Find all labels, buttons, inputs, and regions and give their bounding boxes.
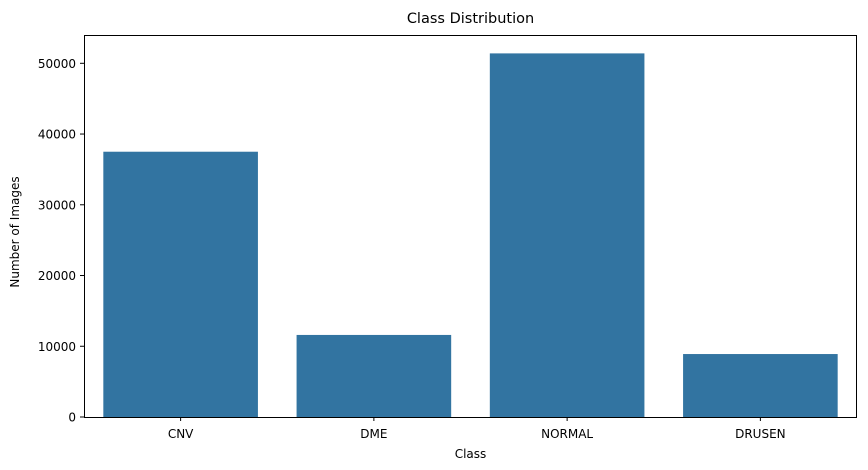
y-tick-label: 40000 xyxy=(38,128,76,142)
y-axis: 0 10000 20000 30000 40000 50000 xyxy=(38,57,84,425)
y-tick-label: 50000 xyxy=(38,57,76,71)
chart-title: Class Distribution xyxy=(407,11,534,27)
y-tick-label: 0 xyxy=(68,411,76,425)
x-axis-label: Class xyxy=(455,447,487,461)
bar-dme xyxy=(296,334,452,417)
y-tick-label: 10000 xyxy=(38,340,76,354)
y-axis-label: Number of Images xyxy=(8,176,22,287)
bar-cnv xyxy=(103,151,258,417)
x-tick-label: CNV xyxy=(168,427,194,441)
plot-frame xyxy=(84,35,857,418)
y-tick-label: 20000 xyxy=(38,269,76,283)
x-tick-label: DRUSEN xyxy=(735,427,786,441)
x-axis: CNV DME NORMAL DRUSEN xyxy=(168,417,786,441)
bar-normal xyxy=(489,53,645,418)
bars-group xyxy=(103,53,838,418)
y-tick-label: 30000 xyxy=(38,198,76,212)
x-tick-label: NORMAL xyxy=(541,427,593,441)
x-tick-label: DME xyxy=(360,427,387,441)
bar-drusen xyxy=(683,354,838,417)
